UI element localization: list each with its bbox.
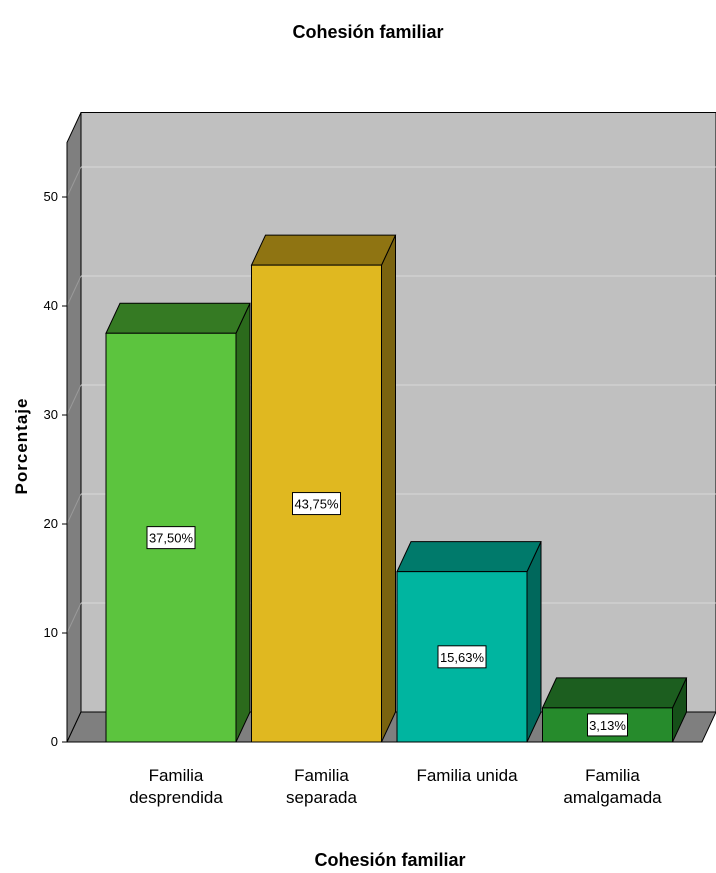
bar-top [541, 677, 688, 709]
bar-top [105, 302, 251, 334]
y-tick-label: 30 [44, 407, 58, 422]
data-labels: 37,50% 43,75% 15,63% 3,13% [146, 492, 628, 737]
x-category-label: Familia separada [286, 766, 357, 807]
data-label: 37,50% [146, 526, 196, 550]
bar-top [250, 234, 397, 266]
bar-side [526, 541, 542, 743]
chart-title: Cohesión familiar [292, 22, 443, 42]
y-tick-label: 40 [44, 298, 58, 313]
data-label-box [146, 526, 196, 550]
bar-side [235, 303, 251, 743]
data-label-box [292, 492, 341, 516]
y-tick-label: 20 [44, 516, 58, 531]
data-label-box [437, 645, 487, 669]
data-label: 3,13% [587, 713, 628, 737]
y-tick-label: 0 [51, 734, 58, 749]
x-category-label: Familia amalgamada [563, 766, 662, 807]
bar-side [381, 234, 396, 743]
gridline-side [66, 166, 82, 198]
gridline-side [66, 493, 82, 525]
gridline-side [66, 384, 82, 416]
data-label-text: 43,75% [294, 497, 339, 512]
side-wall [66, 112, 82, 743]
bar [396, 541, 542, 743]
data-label-box [587, 713, 628, 737]
y-tick-label: 10 [44, 625, 58, 640]
x-category-label: Familia desprendida [129, 766, 223, 807]
data-label-text: 3,13% [589, 718, 626, 733]
bar [105, 302, 251, 743]
y-axis-title: Porcentaje [12, 398, 31, 495]
bar [250, 234, 397, 743]
data-label-text: 37,50% [149, 531, 194, 546]
y-axis-ticks: 0 10 20 30 40 50 [44, 142, 68, 749]
bar-top [396, 541, 542, 573]
y-tick-label: 50 [44, 189, 58, 204]
data-label: 43,75% [292, 492, 341, 516]
data-label-text: 15,63% [440, 650, 485, 665]
gridline-side [66, 602, 82, 634]
x-category-label: Familia unida [416, 766, 518, 785]
x-axis-categories: Familia desprendida Familia separada Familia… [129, 766, 662, 807]
gridline-side [66, 275, 82, 307]
data-label: 15,63% [437, 645, 487, 669]
x-axis-title: Cohesión familiar [314, 850, 465, 870]
